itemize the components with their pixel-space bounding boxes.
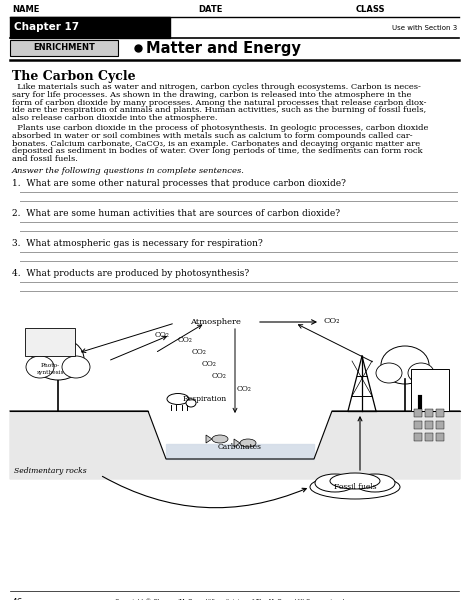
Text: Chapter 17: Chapter 17 — [14, 22, 79, 32]
Text: CO₂: CO₂ — [212, 372, 227, 380]
Text: Carbonates: Carbonates — [218, 443, 262, 451]
Bar — [425, 421, 433, 429]
Bar — [411, 369, 449, 411]
Text: deposited as sediment in bodies of water. Over long periods of time, the sedimen: deposited as sediment in bodies of water… — [12, 148, 423, 155]
Text: and fossil fuels.: and fossil fuels. — [12, 155, 78, 163]
Text: NAME: NAME — [12, 4, 39, 13]
Text: 2.  What are some human activities that are sources of carbon dioxide?: 2. What are some human activities that a… — [12, 209, 340, 218]
Bar — [414, 421, 422, 429]
Ellipse shape — [381, 346, 429, 384]
Text: bonates. Calcium carbonate, CaCO₃, is an example. Carbonates and decaying organi: bonates. Calcium carbonate, CaCO₃, is an… — [12, 140, 420, 148]
Text: Fossil fuels: Fossil fuels — [333, 483, 376, 491]
Ellipse shape — [167, 394, 189, 404]
Ellipse shape — [315, 474, 355, 492]
Text: also release carbon dioxide into the atmosphere.: also release carbon dioxide into the atm… — [12, 114, 218, 122]
Text: CO₂: CO₂ — [202, 360, 217, 368]
Ellipse shape — [62, 356, 90, 378]
Text: sary for life processes. As shown in the drawing, carbon is released into the at: sary for life processes. As shown in the… — [12, 91, 411, 99]
Ellipse shape — [376, 363, 402, 383]
Text: CO₂: CO₂ — [192, 348, 207, 356]
Ellipse shape — [310, 475, 400, 499]
Text: Answer the following questions in complete sentences.: Answer the following questions in comple… — [12, 167, 245, 175]
Text: The Carbon Cycle: The Carbon Cycle — [12, 70, 136, 83]
Bar — [10, 40, 118, 56]
Bar — [414, 433, 422, 441]
Text: ide are the respiration of animals and plants. Human activities, such as the bur: ide are the respiration of animals and p… — [12, 106, 426, 115]
Ellipse shape — [330, 473, 380, 489]
Ellipse shape — [408, 363, 434, 383]
Polygon shape — [206, 435, 212, 443]
Bar — [425, 433, 433, 441]
Text: absorbed in water or soil combines with metals such as calcium to form compounds: absorbed in water or soil combines with … — [12, 132, 413, 140]
Ellipse shape — [186, 399, 196, 407]
Ellipse shape — [212, 435, 228, 443]
Polygon shape — [234, 439, 240, 447]
Text: Photo-
synthesis: Photo- synthesis — [36, 364, 64, 374]
Text: CO₂: CO₂ — [155, 331, 170, 339]
Ellipse shape — [240, 439, 256, 447]
Text: Use with Section 3: Use with Section 3 — [392, 25, 457, 31]
Ellipse shape — [32, 338, 84, 380]
Polygon shape — [166, 444, 314, 459]
Ellipse shape — [26, 356, 54, 378]
Text: 3.  What atmospheric gas is necessary for respiration?: 3. What atmospheric gas is necessary for… — [12, 239, 263, 248]
Bar — [10, 17, 170, 38]
Text: 4.  What products are produced by photosynthesis?: 4. What products are produced by photosy… — [12, 269, 249, 278]
Text: DATE: DATE — [198, 4, 222, 13]
Text: Matter and Energy: Matter and Energy — [146, 40, 301, 55]
Text: Respiration: Respiration — [183, 395, 227, 403]
Text: Atmosphere: Atmosphere — [189, 318, 241, 326]
Text: Plants use carbon dioxide in the process of photosynthesis. In geologic processe: Plants use carbon dioxide in the process… — [12, 124, 428, 132]
Text: CO₂: CO₂ — [323, 317, 340, 325]
Text: CLASS: CLASS — [355, 4, 385, 13]
Text: CO₂: CO₂ — [237, 385, 252, 393]
Text: ENRICHMENT: ENRICHMENT — [33, 43, 95, 52]
Bar — [414, 409, 422, 417]
FancyBboxPatch shape — [25, 328, 75, 356]
Text: CO₂: CO₂ — [178, 336, 193, 344]
Text: 1.  What are some other natural processes that produce carbon dioxide?: 1. What are some other natural processes… — [12, 179, 346, 188]
Text: 46: 46 — [12, 598, 23, 600]
Text: Copyright © Glencoe/McGraw-Hill, a division of The McGraw-Hill Companies, Inc.: Copyright © Glencoe/McGraw-Hill, a divis… — [115, 598, 353, 600]
Bar — [436, 433, 444, 441]
Bar — [425, 409, 433, 417]
Polygon shape — [10, 411, 460, 479]
Text: Sedimentary rocks: Sedimentary rocks — [14, 467, 87, 475]
Text: form of carbon dioxide by many processes. Among the natural processes that relea: form of carbon dioxide by many processes… — [12, 98, 426, 107]
FancyArrowPatch shape — [102, 476, 306, 508]
Bar — [436, 421, 444, 429]
Ellipse shape — [355, 474, 395, 492]
Text: Like materials such as water and nitrogen, carbon cycles through ecosystems. Car: Like materials such as water and nitroge… — [12, 83, 421, 91]
Bar — [436, 409, 444, 417]
